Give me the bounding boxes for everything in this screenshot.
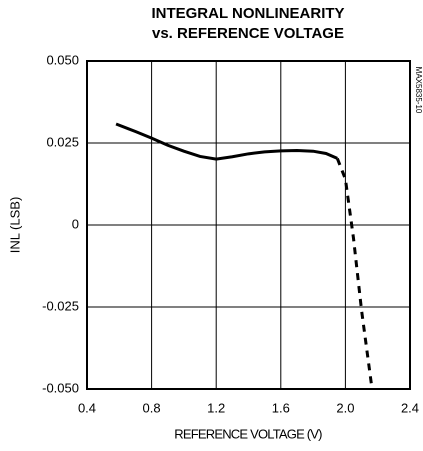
x-tick-label: 1.6 [272, 400, 290, 415]
y-axis-label: INL (LSB) [7, 197, 22, 254]
y-tick-label: -0.050 [42, 380, 79, 395]
x-tick-label: 0.4 [78, 400, 96, 415]
x-tick-label: 2.0 [336, 400, 354, 415]
y-tick-label: 0 [72, 216, 79, 231]
chart-title: INTEGRAL NONLINEARITY [151, 5, 344, 22]
x-axis-label: REFERENCE VOLTAGE (V) [174, 426, 322, 441]
y-tick-label: -0.025 [42, 298, 79, 313]
y-tick-label: 0.025 [46, 134, 79, 149]
chart-subtitle: vs. REFERENCE VOLTAGE [152, 25, 344, 42]
x-tick-label: 2.4 [401, 400, 419, 415]
x-tick-label: 0.8 [143, 400, 161, 415]
x-tick-label: 1.2 [207, 400, 225, 415]
annotation: MAX5835-10 [414, 67, 423, 114]
plot-frame [86, 60, 411, 390]
y-tick-label: 0.050 [46, 52, 79, 67]
line-series [115, 122, 338, 161]
line-series [335, 157, 374, 390]
